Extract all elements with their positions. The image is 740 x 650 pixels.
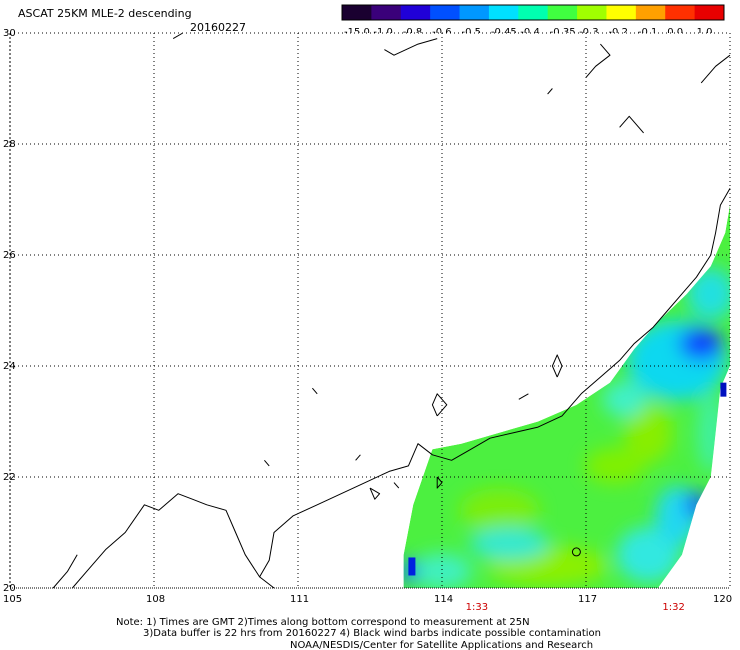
- colorbar-swatch: [547, 5, 578, 20]
- y-tick-label: 28: [3, 139, 16, 150]
- coastline-island: [585, 43, 611, 78]
- x-tick-label: 114: [434, 594, 453, 605]
- x-tick-label: 117: [578, 594, 597, 605]
- map-frame: [9, 32, 731, 589]
- coastline-island: [264, 459, 270, 467]
- pass-time-label: 1:32: [662, 602, 684, 613]
- colorbar-label: -0.5: [462, 27, 482, 38]
- coastline-island: [547, 88, 553, 95]
- colorbar-label: -0.8: [403, 27, 423, 38]
- y-tick-label: 20: [3, 583, 16, 594]
- colorbar-swatch: [694, 5, 725, 20]
- coastline-island: [436, 476, 443, 489]
- colorbar-swatch: [577, 5, 607, 20]
- x-tick-label: 108: [146, 594, 165, 605]
- colorbar-swatch: [665, 5, 696, 20]
- colorbar-swatch: [635, 5, 666, 20]
- swath-cyan-band: [602, 381, 647, 418]
- swath-blue-core: [679, 327, 724, 360]
- map-area: [9, 32, 731, 589]
- swath-lime-patch: [459, 488, 540, 533]
- colorbar-swatch: [606, 5, 637, 20]
- colorbar-border: [341, 4, 725, 21]
- swath-cyan-band: [412, 553, 472, 589]
- x-tick-label: 120: [713, 594, 732, 605]
- coastline-island: [619, 115, 644, 134]
- colorbar-swatch: [430, 5, 461, 20]
- swath-cyan-band: [616, 526, 681, 583]
- y-tick-label: 22: [3, 472, 16, 483]
- colorbar-swatch: [400, 5, 431, 20]
- colorbar-swatch: [371, 5, 402, 20]
- x-axis-ticks: 105 108 111 114 117 120: [3, 594, 732, 605]
- coastline-mainland: [72, 188, 731, 589]
- swath-lime-patch: [584, 447, 645, 484]
- coastline-island: [700, 54, 731, 84]
- chart-date: 20160227: [190, 21, 246, 34]
- swath-cyan-band: [469, 527, 550, 560]
- coastline-island: [369, 487, 381, 500]
- colorbar-label: -0.1: [638, 27, 658, 38]
- chart-title: ASCAT 25KM MLE-2 descending: [18, 7, 192, 20]
- x-tick-label: 105: [3, 594, 22, 605]
- y-axis-ticks: 20 22 24 26 28 30: [3, 28, 16, 594]
- colorbar-label: -0.6: [432, 27, 452, 38]
- swath-cyan-band: [686, 267, 730, 320]
- coastline-island: [393, 482, 400, 489]
- colorbar-label: -0.3: [579, 27, 599, 38]
- x-tick-label: 111: [290, 594, 309, 605]
- coastline-vietnam: [52, 554, 78, 589]
- colorbar-label: 0.0: [667, 27, 683, 38]
- colorbar-swatch: [342, 5, 372, 20]
- coastline-hainan: [259, 576, 275, 589]
- coastline-island: [384, 38, 438, 56]
- pass-time-label: 1:33: [466, 602, 488, 613]
- y-tick-label: 26: [3, 250, 16, 261]
- scatterometer-swath: [403, 205, 730, 589]
- coastline-island: [551, 354, 563, 378]
- colorbar-label: -15.0: [344, 27, 370, 38]
- coastline-island: [172, 32, 184, 40]
- colorbar-label: -1.0: [373, 27, 393, 38]
- coastline-island: [431, 393, 448, 417]
- coastline-island: [518, 393, 529, 400]
- coastline-island: [312, 387, 318, 395]
- colorbar-label: -0.45: [491, 27, 517, 38]
- coastline-island: [355, 454, 361, 461]
- marker-circle: [571, 547, 581, 557]
- colorbar-swatch: [459, 5, 490, 20]
- swath-dark-edge: [408, 557, 416, 576]
- y-tick-label: 30: [3, 28, 16, 39]
- footer-credit: NOAA/NESDIS/Center for Satellite Applica…: [290, 640, 593, 650]
- footer-note-1: Note: 1) Times are GMT 2)Times along bot…: [116, 617, 530, 628]
- pass-times: 1:33 1:32: [466, 602, 685, 613]
- coastline: [52, 32, 731, 589]
- colorbar-label: 1.0: [697, 27, 713, 38]
- colorbar-swatch: [488, 5, 519, 20]
- y-tick-label: 24: [3, 361, 16, 372]
- colorbar-swatch: [518, 5, 549, 20]
- footer-note-2: 3)Data buffer is 22 hrs from 20160227 4)…: [143, 628, 601, 639]
- swath-lime-patch: [624, 402, 673, 463]
- swath-dark-edge: [720, 382, 727, 397]
